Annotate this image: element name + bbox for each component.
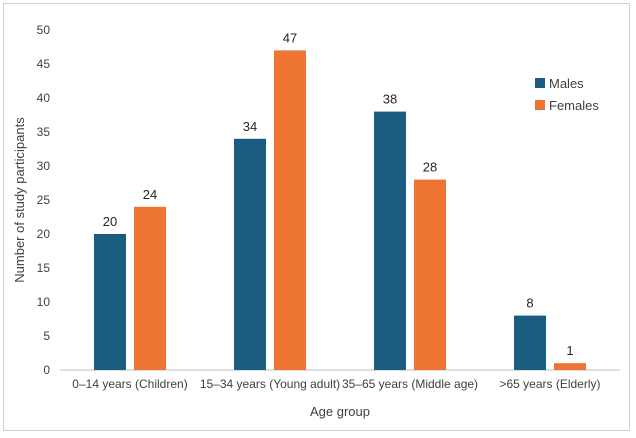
y-tick-label: 15 [37, 261, 51, 275]
data-label-males-0: 20 [103, 214, 117, 229]
data-label-females-2: 28 [423, 160, 437, 175]
bar-females-2 [414, 179, 446, 370]
legend: Males Females [535, 76, 599, 113]
legend-swatch-females [535, 100, 545, 110]
data-label-males-3: 8 [526, 296, 533, 311]
y-tick-label: 5 [43, 329, 50, 343]
bar-females-3 [554, 363, 586, 370]
data-label-females-0: 24 [143, 187, 157, 202]
y-tick-label: 50 [37, 23, 51, 37]
bar-females-0 [134, 206, 166, 370]
y-tick-label: 45 [37, 57, 51, 71]
x-tick-label: 0–14 years (Children) [72, 377, 187, 391]
bar-males-0 [94, 234, 126, 370]
x-tick-label: 15–34 years (Young adult) [200, 377, 340, 391]
legend-swatch-males [535, 78, 545, 88]
bars [94, 50, 586, 371]
data-label-females-3: 1 [566, 343, 573, 358]
data-label-males-2: 38 [383, 92, 397, 107]
x-axis-title: Age group [310, 404, 370, 419]
legend-label-females: Females [549, 98, 599, 113]
legend-label-males: Males [549, 76, 584, 91]
x-tick-label: >65 years (Elderly) [499, 377, 600, 391]
bar-males-1 [234, 138, 266, 370]
bar-males-2 [374, 111, 406, 370]
y-tick-label: 10 [37, 295, 51, 309]
x-axis-ticks: 0–14 years (Children) 15–34 years (Young … [72, 377, 600, 391]
data-labels: 20 24 34 47 38 28 8 1 [103, 30, 574, 358]
y-axis-title: Number of study participants [12, 117, 27, 283]
y-tick-label: 30 [37, 159, 51, 173]
x-tick-label: 35–65 years (Middle age) [342, 377, 478, 391]
y-tick-label: 25 [37, 193, 51, 207]
y-tick-label: 35 [37, 125, 51, 139]
y-axis-ticks: 0 5 10 15 20 25 30 35 40 45 50 [37, 23, 51, 377]
y-tick-label: 20 [37, 227, 51, 241]
y-tick-label: 0 [43, 363, 50, 377]
bar-males-3 [514, 315, 546, 370]
bar-females-1 [274, 50, 306, 371]
data-label-males-1: 34 [243, 119, 257, 134]
data-label-females-1: 47 [283, 30, 297, 45]
y-tick-label: 40 [37, 91, 51, 105]
